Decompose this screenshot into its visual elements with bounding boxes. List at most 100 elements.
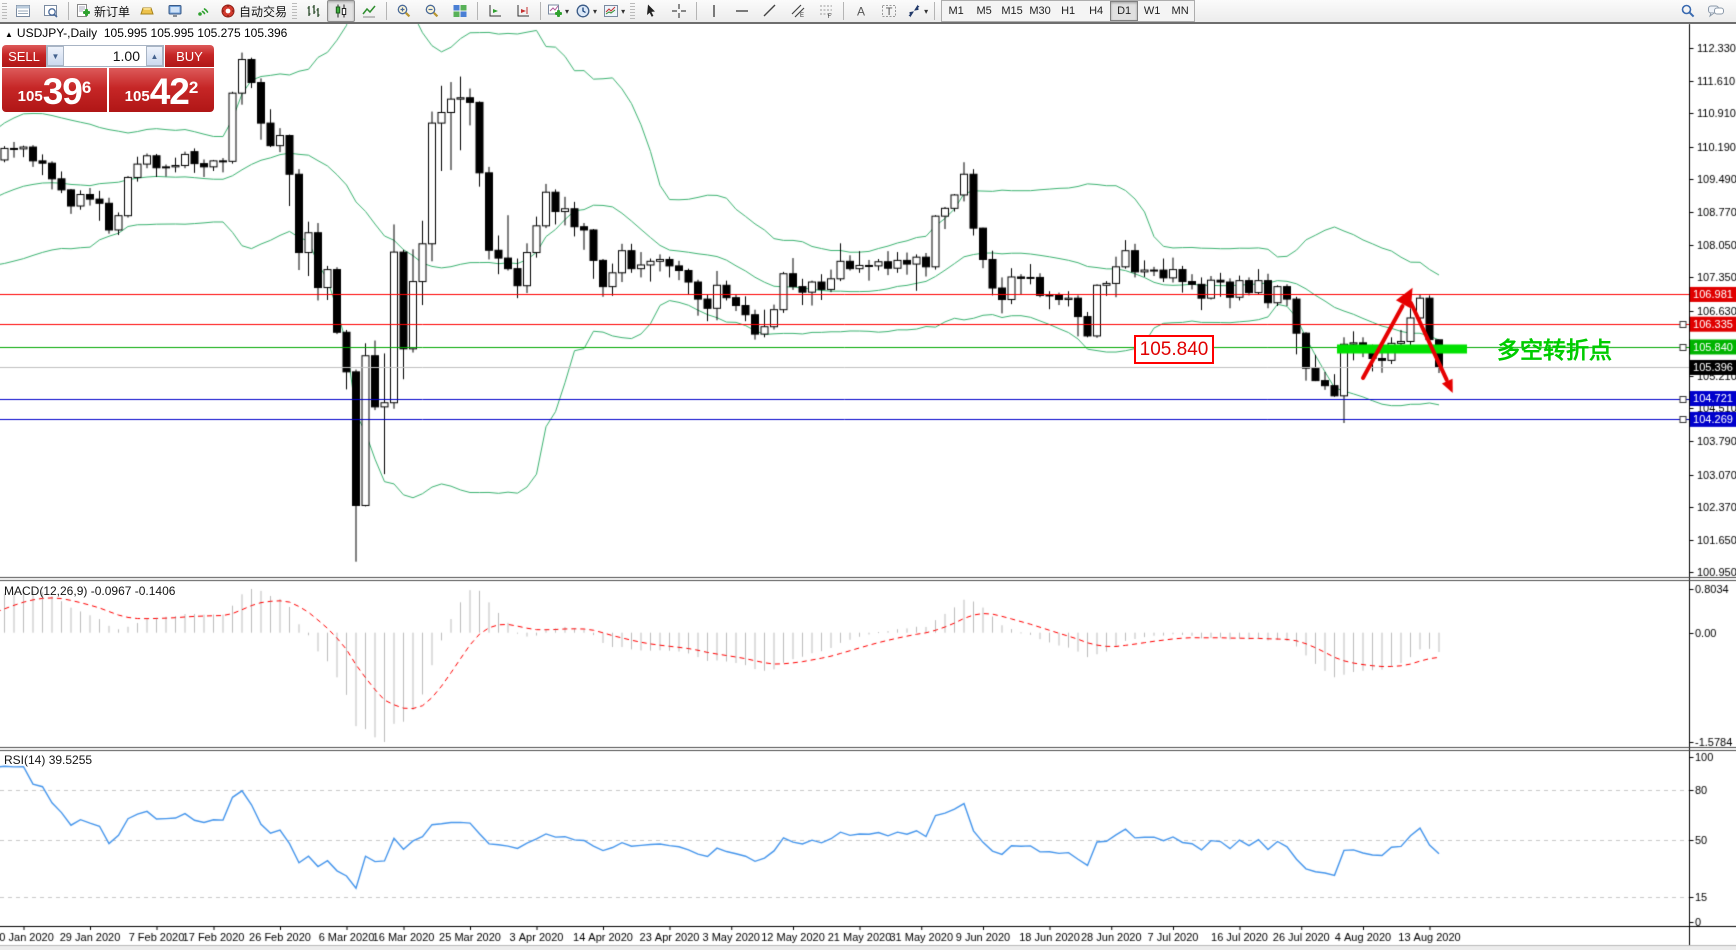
toolbar-grip[interactable] [630,3,636,19]
rsi-value: 39.5255 [48,753,93,767]
zoom-in-button[interactable] [390,0,418,22]
symbol-period-label: USDJPY-,Daily [16,26,98,40]
timeframe-button-W1[interactable]: W1 [1143,5,1161,17]
cursor-button[interactable] [637,0,665,22]
auto-scroll-icon [489,5,502,17]
text-button[interactable]: A [847,0,875,22]
crosshair-icon [672,4,687,18]
fibonacci-button[interactable]: F [812,0,840,22]
text-label-icon: T [882,5,897,18]
monitor-icon [168,5,182,17]
main-toolbar: 新订单 自动交易 ▾ ▾ [0,0,1736,24]
turning-point-annotation[interactable]: 多空转折点 [1497,337,1612,363]
timeframe-button-M1[interactable]: M1 [948,5,964,17]
signals-button[interactable] [189,0,217,22]
vertical-line-button[interactable] [700,0,728,22]
auto-trading-label: 自动交易 [239,4,288,19]
chart-shift-button[interactable] [509,0,537,22]
svg-text:F: F [828,14,832,19]
zoom-in-icon [397,4,411,18]
trendline-button[interactable] [756,0,784,22]
candlestick-icon [335,4,347,18]
data-window-button[interactable] [37,0,65,22]
buy-price-figure: 105 [124,88,150,105]
text-a-icon: A [857,5,865,19]
window-magnifier-icon [44,5,58,18]
dropdown-caret-icon: ▾ [621,6,626,16]
zoom-out-button[interactable] [418,0,446,22]
bar-chart-button[interactable] [299,0,327,22]
trendline-icon [763,4,776,17]
sell-price-figure: 105 [17,88,43,105]
timeframe-button-D1[interactable]: D1 [1110,1,1139,21]
line-chart-button[interactable] [355,0,383,22]
new-order-button[interactable]: 新订单 [72,0,133,22]
toolbar-grip[interactable] [292,3,298,19]
indicators-button[interactable]: ▾ [544,0,572,22]
buy-price-button[interactable]: 105 42 2 [109,68,214,112]
horizontal-line-button[interactable] [728,0,756,22]
sell-button[interactable]: SELL [2,45,46,67]
timeframe-toolbar: M1 M5 M15 M30 H1 H4 D1 W1 MN [941,0,1196,22]
rsi-name: RSI(14) [4,753,46,767]
macd-name: MACD(12,26,9) [4,584,88,598]
dropdown-caret-icon: ▾ [565,6,570,16]
line-chart-icon [362,5,376,18]
timeframe-button-M30[interactable]: M30 [1029,5,1051,17]
svg-text:A: A [857,5,865,19]
signal-waves-icon [198,8,209,16]
sell-button-label: SELL [8,48,40,64]
cursor-arrow-icon [647,4,656,17]
text-label-button[interactable]: T [875,0,903,22]
new-order-icon [77,4,90,17]
timeframe-button-H4[interactable]: H4 [1089,5,1104,17]
timeframe-button-H1[interactable]: H1 [1061,5,1076,17]
equidistant-channel-icon: E [791,4,805,19]
chat-icon [1708,5,1724,18]
gold-ingot-icon [140,7,154,15]
periods-button[interactable]: ▾ [572,0,600,22]
candlestick-chart-button[interactable] [327,0,356,22]
chat-button[interactable] [1702,0,1730,22]
templates-button[interactable]: ▾ [600,0,628,22]
horizontal-line-icon [736,10,749,12]
ohlc-bars-icon [307,5,320,17]
tile-windows-icon [453,5,467,17]
volume-increase-button[interactable]: ▲ [146,46,163,66]
arrows-button[interactable]: ▾ [903,0,931,22]
timeframe-button-M15[interactable]: M15 [1001,5,1023,17]
macd-indicator-label: MACD(12,26,9) -0.0967 -0.1406 [4,584,175,598]
price-level-callout[interactable]: 105.840 [1134,335,1214,364]
crosshair-button[interactable] [665,0,693,22]
volume-input[interactable] [64,46,146,66]
sell-price-pips: 39 [42,71,83,112]
search-button[interactable] [1674,0,1702,22]
buy-button[interactable]: BUY [165,45,214,67]
collapse-panel-icon[interactable]: ▲ [5,30,13,39]
tile-windows-button[interactable] [446,0,474,22]
sell-price-button[interactable]: 105 39 6 [2,68,107,112]
svg-text:T: T [886,6,893,18]
auto-trading-button[interactable]: 自动交易 [217,0,290,22]
volume-decrease-button[interactable]: ▼ [47,46,64,66]
toolbar-grip[interactable] [2,3,7,19]
ohlc-values: 105.995 105.995 105.275 105.396 [103,26,288,40]
new-order-label: 新订单 [94,4,131,19]
metaeditor-button[interactable] [133,0,161,22]
svg-text:E: E [800,13,804,19]
terminal-button[interactable] [161,0,189,22]
timeframe-button-M5[interactable]: M5 [976,5,992,17]
channel-button[interactable]: E [784,0,812,22]
zoom-out-icon [425,4,439,18]
rsi-indicator-label: RSI(14) 39.5255 [4,753,92,767]
timeframe-button-MN[interactable]: MN [1171,5,1189,17]
auto-scroll-button[interactable] [481,0,509,22]
buy-button-label: BUY [176,48,203,64]
market-watch-button[interactable] [9,0,37,22]
arrow-objects-icon [908,4,920,18]
search-icon [1681,4,1695,18]
template-chart-icon [604,5,619,17]
vertical-line-icon [713,5,715,17]
